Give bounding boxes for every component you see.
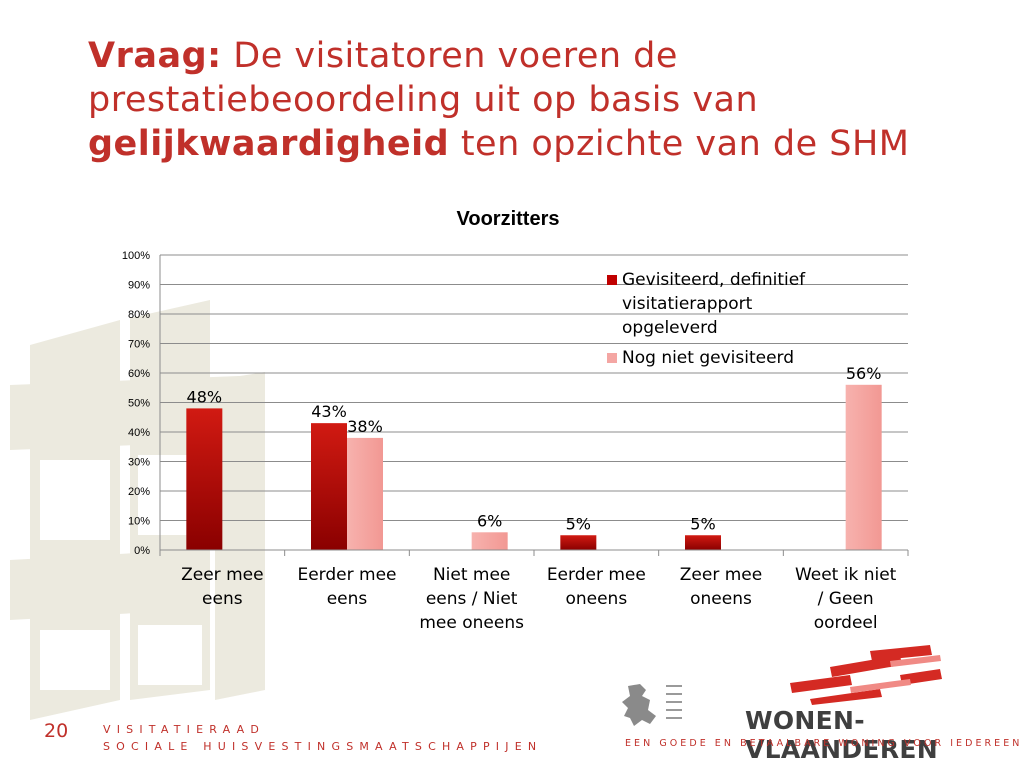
slide-title: Vraag: De visitatoren voeren de prestati… <box>88 34 988 166</box>
data-label: 38% <box>347 417 383 436</box>
data-label: 6% <box>477 511 502 530</box>
title-keyword: gelijkwaardigheid <box>88 124 450 164</box>
category-label: Eerder mee <box>547 565 646 585</box>
y-tick-label: 70% <box>128 339 150 351</box>
legend-swatch <box>607 353 617 363</box>
y-tick-label: 30% <box>128 457 150 469</box>
page-number: 20 <box>44 720 69 742</box>
y-tick-label: 10% <box>128 516 150 528</box>
flemish-lion-icon <box>622 684 682 726</box>
logo-name: WONEN-VLAANDEREN <box>745 706 938 764</box>
footer-line-1: VISITATIERAAD <box>103 723 266 736</box>
category-label: Zeer mee <box>680 565 762 585</box>
y-tick-label: 60% <box>128 368 150 380</box>
y-tick-label: 40% <box>128 427 150 439</box>
data-label: 56% <box>846 364 882 383</box>
legend-label: opgeleverd <box>622 318 718 338</box>
y-tick-label: 90% <box>128 280 150 292</box>
bar-nog-niet-gevisiteerd <box>845 384 882 550</box>
bar-nog-niet-gevisiteerd <box>471 532 508 550</box>
title-text-1: De visitatoren voeren de prestatiebeoord… <box>88 36 759 120</box>
category-label: Niet mee <box>433 565 510 585</box>
category-label: mee oneens <box>419 613 524 633</box>
legend-swatch <box>607 275 617 285</box>
chart-title: Voorzitters <box>457 208 560 230</box>
logo-tagline: EEN GOEDE EN BETAALBARE WONING VOOR IEDE… <box>625 738 1023 749</box>
bar-gevisiteerd <box>685 535 721 550</box>
category-label: oordeel <box>814 613 878 633</box>
category-label: Zeer mee <box>181 565 263 585</box>
title-prefix: Vraag: <box>88 36 222 76</box>
y-tick-label: 0% <box>134 545 150 557</box>
bar-gevisiteerd <box>186 408 223 550</box>
footer-organisation: VISITATIERAAD SOCIALE HUISVESTINGSMAATSC… <box>103 721 542 755</box>
category-label: oneens <box>690 589 752 609</box>
data-label: 5% <box>690 514 715 533</box>
y-tick-label: 50% <box>128 398 150 410</box>
data-label: 48% <box>187 387 223 406</box>
legend-label: Nog niet gevisiteerd <box>622 348 794 368</box>
footer-line-2: SOCIALE HUISVESTINGSMAATSCHAPPIJEN <box>103 740 543 753</box>
y-tick-label: 20% <box>128 486 150 498</box>
category-label: Weet ik niet <box>795 565 897 585</box>
category-label: eens <box>327 589 368 609</box>
data-label: 5% <box>566 514 591 533</box>
legend-label: Gevisiteerd, definitief <box>622 270 806 290</box>
bar-gevisiteerd <box>311 423 347 550</box>
bar-gevisiteerd <box>560 535 597 550</box>
category-label: eens / Niet <box>426 589 518 609</box>
category-label: / Geen <box>818 589 874 609</box>
y-tick-label: 100% <box>122 250 150 262</box>
title-text-2: ten opzichte van de SHM <box>449 124 910 164</box>
category-label: eens <box>202 589 243 609</box>
bar-nog-niet-gevisiteerd <box>347 437 383 550</box>
category-label: oneens <box>565 589 627 609</box>
category-label: Eerder mee <box>297 565 396 585</box>
data-label: 43% <box>311 402 347 421</box>
legend-label: visitatierapport <box>622 294 753 314</box>
wonen-vlaanderen-swoosh-icon <box>790 645 942 705</box>
y-tick-label: 80% <box>128 309 150 321</box>
